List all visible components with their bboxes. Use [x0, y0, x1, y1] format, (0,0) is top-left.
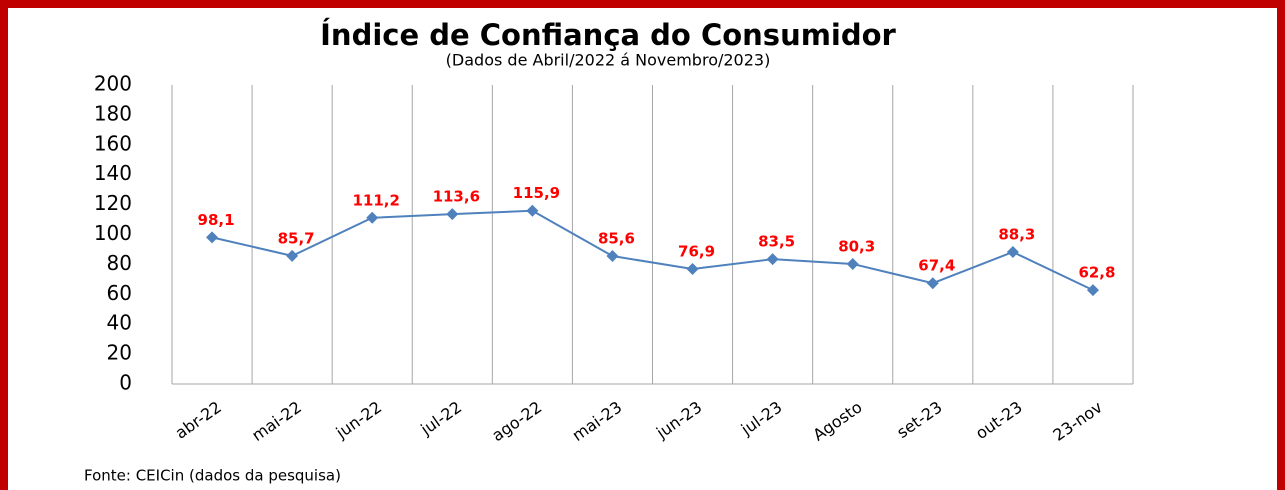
x-tick-label: jul-23	[737, 397, 786, 439]
y-tick-label: 80	[107, 251, 132, 275]
chart-title: Índice de Confiança do Consumidor	[320, 18, 896, 52]
x-tick-label: mai-23	[569, 397, 626, 445]
value-label: 67,4	[918, 257, 955, 275]
y-tick-label: 60	[107, 281, 132, 305]
marker	[206, 231, 219, 244]
x-tick-label: out-23	[972, 397, 1026, 443]
chart-subtitle: (Dados de Abril/2022 á Novembro/2023)	[446, 51, 771, 70]
x-tick-label: jun-22	[332, 397, 385, 442]
y-tick-label: 20	[107, 341, 132, 365]
x-tick-label: jun-23	[652, 397, 705, 442]
value-label: 85,7	[278, 229, 315, 247]
x-tick-label: set-23	[893, 397, 945, 442]
value-label: 76,9	[678, 243, 715, 261]
marker	[526, 204, 539, 217]
y-tick-label: 0	[119, 371, 132, 395]
x-tick-label: jul-22	[416, 397, 465, 439]
x-tick-label: Agosto	[809, 397, 865, 444]
marker	[606, 250, 619, 263]
marker	[766, 253, 779, 266]
value-label: 62,8	[1078, 264, 1115, 282]
value-label: 113,6	[433, 188, 480, 206]
x-tick-label: 23-nov	[1049, 397, 1105, 444]
marker	[366, 211, 379, 224]
x-tick-label: ago-22	[488, 397, 545, 445]
y-tick-label: 100	[94, 221, 132, 245]
y-tick-label: 120	[94, 191, 132, 215]
marker	[1006, 245, 1019, 258]
marker	[446, 208, 459, 221]
marker	[286, 249, 299, 262]
value-label: 115,9	[513, 184, 560, 202]
value-label: 88,3	[998, 225, 1035, 243]
y-tick-label: 40	[107, 311, 132, 335]
y-tick-label: 160	[94, 131, 132, 155]
value-label: 83,5	[758, 233, 795, 251]
y-tick-label: 140	[94, 161, 132, 185]
marker	[846, 257, 859, 270]
marker	[926, 277, 939, 290]
x-tick-label: mai-22	[248, 397, 305, 445]
line	[211, 209, 1094, 292]
value-label: 111,2	[352, 191, 399, 209]
value-label: 85,6	[598, 230, 635, 248]
value-label: 80,3	[838, 237, 875, 255]
marker	[686, 263, 699, 276]
y-tick-label: 200	[94, 72, 132, 96]
marker	[1086, 284, 1099, 297]
y-tick-label: 180	[94, 101, 132, 125]
value-label: 98,1	[198, 211, 235, 229]
x-tick-label: abr-22	[172, 397, 225, 442]
source-note: Fonte: CEICin (dados da pesquisa)	[84, 467, 341, 485]
